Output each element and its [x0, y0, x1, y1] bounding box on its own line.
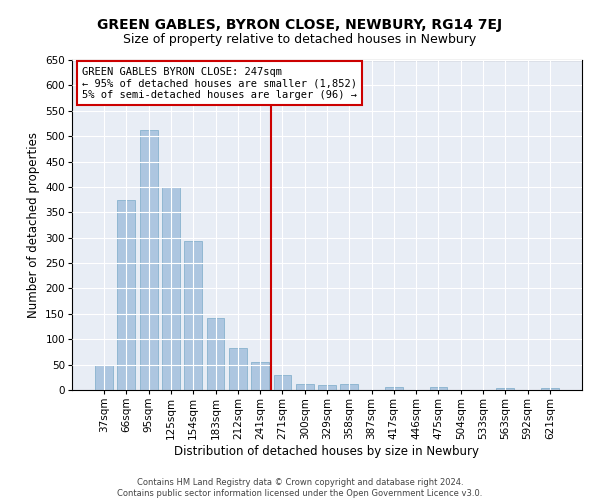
Bar — [206, 318, 224, 390]
Bar — [541, 388, 559, 390]
Bar — [162, 187, 180, 390]
Bar — [140, 130, 158, 390]
Bar — [118, 200, 136, 390]
Text: GREEN GABLES BYRON CLOSE: 247sqm
← 95% of detached houses are smaller (1,852)
5%: GREEN GABLES BYRON CLOSE: 247sqm ← 95% o… — [82, 66, 357, 100]
X-axis label: Distribution of detached houses by size in Newbury: Distribution of detached houses by size … — [175, 444, 479, 458]
Bar — [251, 362, 269, 390]
Bar — [385, 388, 403, 390]
Y-axis label: Number of detached properties: Number of detached properties — [27, 132, 40, 318]
Bar — [318, 386, 336, 390]
Bar — [496, 388, 514, 390]
Bar — [95, 364, 113, 390]
Bar — [274, 375, 292, 390]
Bar — [184, 241, 202, 390]
Text: GREEN GABLES, BYRON CLOSE, NEWBURY, RG14 7EJ: GREEN GABLES, BYRON CLOSE, NEWBURY, RG14… — [97, 18, 503, 32]
Bar — [430, 388, 448, 390]
Bar — [229, 348, 247, 390]
Bar — [340, 384, 358, 390]
Bar — [296, 384, 314, 390]
Text: Contains HM Land Registry data © Crown copyright and database right 2024.
Contai: Contains HM Land Registry data © Crown c… — [118, 478, 482, 498]
Text: Size of property relative to detached houses in Newbury: Size of property relative to detached ho… — [124, 32, 476, 46]
